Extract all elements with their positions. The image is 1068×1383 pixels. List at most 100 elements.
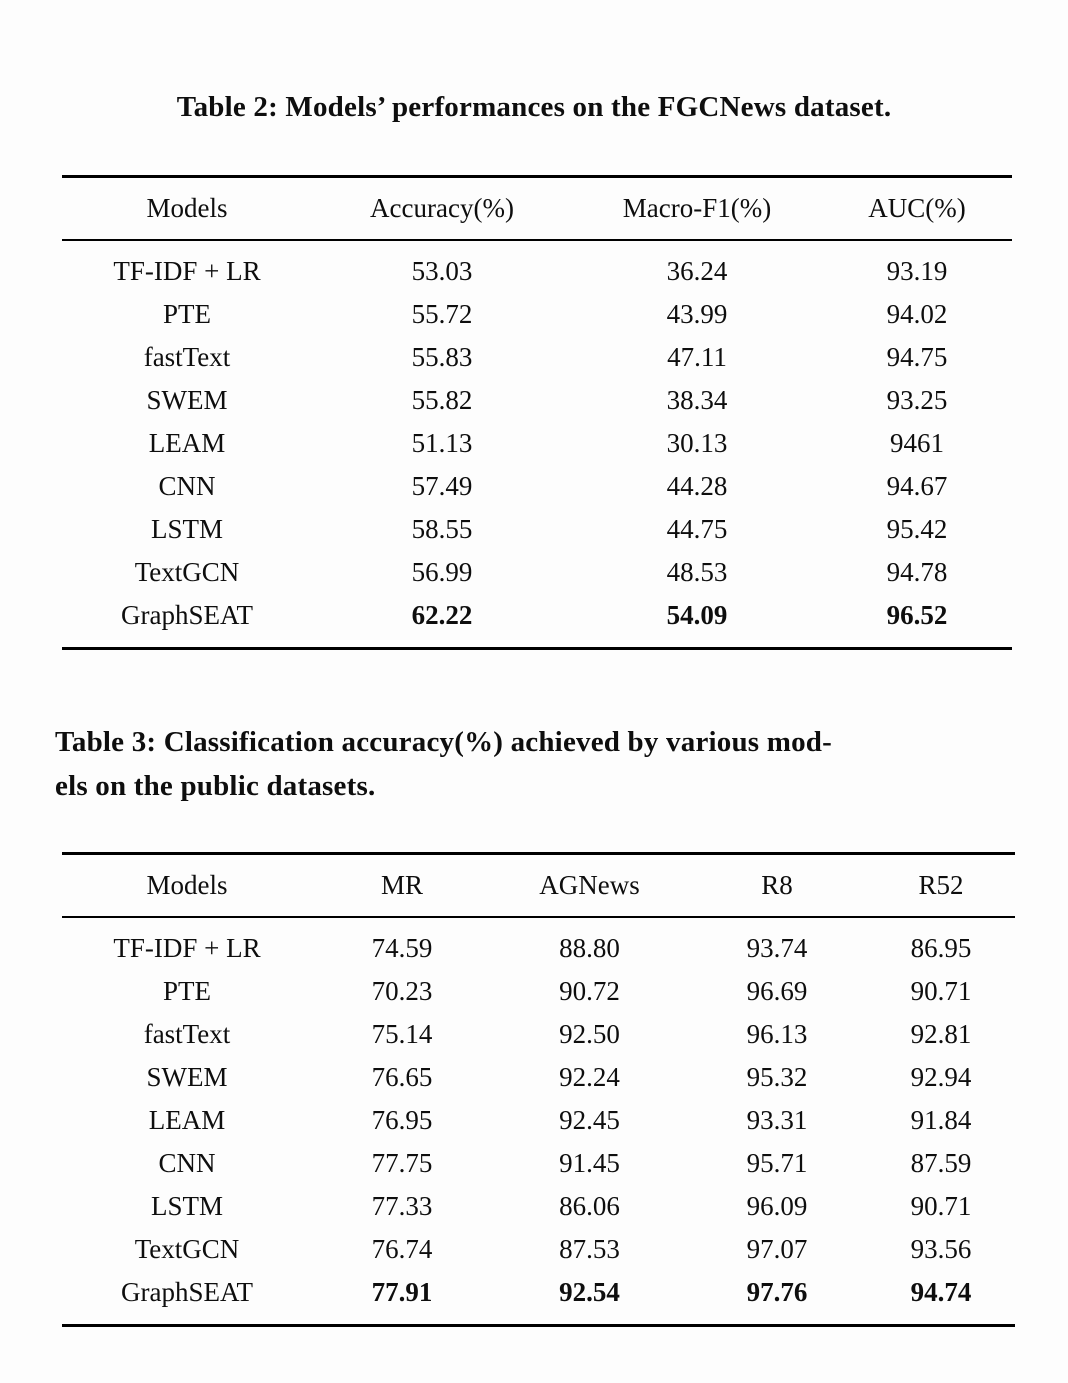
- value-cell: 92.81: [910, 1019, 972, 1049]
- value-cell: 94.67: [886, 471, 948, 501]
- column-header: AGNews: [492, 853, 687, 918]
- column-header: Accuracy(%): [312, 176, 572, 241]
- value-cell: 96.13: [746, 1019, 808, 1049]
- value-cell: 92.24: [559, 1062, 620, 1092]
- model-name-cell: PTE: [162, 299, 211, 329]
- table-row: TextGCN 76.74 87.53 97.07 93.56: [62, 1228, 1015, 1271]
- value-cell: 54.09: [666, 600, 728, 630]
- value-cell: 88.80: [559, 933, 620, 963]
- value-cell: 95.71: [746, 1148, 808, 1178]
- table-row: SWEM 76.65 92.24 95.32 92.94: [62, 1056, 1015, 1099]
- model-name-cell: SWEM: [146, 1062, 228, 1092]
- value-cell: 76.95: [371, 1105, 433, 1135]
- model-name-cell: GraphSEAT: [121, 1277, 253, 1307]
- value-cell: 92.94: [910, 1062, 972, 1092]
- table2-header-row: Models Accuracy(%) Macro-F1(%) AUC(%): [62, 176, 1012, 241]
- table2: Models Accuracy(%) Macro-F1(%) AUC(%) TF-ID…: [62, 175, 1012, 650]
- value-cell: 77.75: [371, 1148, 433, 1178]
- value-cell: 76.65: [371, 1062, 433, 1092]
- value-cell: 76.74: [371, 1234, 433, 1264]
- table3-caption-line2: els on the public datasets.: [55, 770, 376, 802]
- value-cell: 38.34: [666, 385, 728, 415]
- value-cell: 94.78: [886, 557, 948, 587]
- table-row: SWEM 55.82 38.34 93.25: [62, 379, 1012, 422]
- value-cell: 58.55: [411, 514, 473, 544]
- value-cell: 92.45: [559, 1105, 620, 1135]
- model-name-cell: TF-IDF + LR: [113, 256, 261, 286]
- value-cell: 70.23: [371, 976, 433, 1006]
- value-cell: 94.75: [886, 342, 948, 372]
- model-name-cell: LEAM: [148, 1105, 226, 1135]
- value-cell: 86.95: [910, 933, 972, 963]
- model-name-cell: LEAM: [148, 428, 226, 458]
- table3-body: TF-IDF + LR 74.59 88.80 93.74 86.95 PTE 70.23 9…: [62, 917, 1015, 1326]
- table-row: CNN 57.49 44.28 94.67: [62, 465, 1012, 508]
- value-cell: 55.82: [411, 385, 473, 415]
- value-cell: 55.72: [411, 299, 473, 329]
- value-cell: 9461: [890, 428, 944, 458]
- column-header: Macro-F1(%): [572, 176, 822, 241]
- value-cell: 96.09: [746, 1191, 808, 1221]
- value-cell: 77.91: [371, 1277, 433, 1307]
- table3-caption-line1: Table 3: Classification accuracy(%) achi…: [55, 726, 832, 758]
- value-cell: 97.07: [746, 1234, 808, 1264]
- value-cell: 55.83: [411, 342, 473, 372]
- column-header: R52: [867, 853, 1015, 918]
- column-header: MR: [312, 853, 492, 918]
- table-row: LSTM 58.55 44.75 95.42: [62, 508, 1012, 551]
- value-cell: 95.42: [886, 514, 948, 544]
- model-name-cell: TextGCN: [134, 1234, 240, 1264]
- model-name-cell: TF-IDF + LR: [113, 933, 261, 963]
- model-name-cell: CNN: [158, 471, 216, 501]
- table-row: LSTM 77.33 86.06 96.09 90.71: [62, 1185, 1015, 1228]
- column-header: Models: [62, 853, 312, 918]
- value-cell: 53.03: [411, 256, 473, 286]
- value-cell: 75.14: [371, 1019, 433, 1049]
- model-name-cell: PTE: [162, 976, 211, 1006]
- value-cell: 96.69: [746, 976, 808, 1006]
- value-cell: 30.13: [666, 428, 728, 458]
- value-cell: 86.06: [559, 1191, 620, 1221]
- value-cell: 48.53: [666, 557, 728, 587]
- table3: Models MR AGNews R8 R52 TF-IDF + LR 74.59 88.8…: [62, 852, 1015, 1327]
- model-name-cell: LSTM: [150, 514, 223, 544]
- value-cell: 90.72: [559, 976, 620, 1006]
- value-cell: 57.49: [411, 471, 473, 501]
- value-cell: 92.54: [559, 1277, 620, 1307]
- value-cell: 92.50: [559, 1019, 620, 1049]
- table-row: GraphSEAT 77.91 92.54 97.76 94.74: [62, 1271, 1015, 1326]
- column-header: AUC(%): [822, 176, 1012, 241]
- table-row: fastText 75.14 92.50 96.13 92.81: [62, 1013, 1015, 1056]
- table3-caption: Table 3: Classification accuracy(%) achi…: [55, 720, 1038, 808]
- value-cell: 93.56: [910, 1234, 972, 1264]
- table2-caption: Table 2: Models’ performances on the FGC…: [176, 91, 892, 123]
- table-row: GraphSEAT 62.22 54.09 96.52: [62, 594, 1012, 649]
- model-name-cell: fastText: [143, 1019, 231, 1049]
- model-name-cell: TextGCN: [134, 557, 240, 587]
- value-cell: 93.31: [746, 1105, 808, 1135]
- model-name-cell: CNN: [158, 1148, 216, 1178]
- model-name-cell: LSTM: [150, 1191, 223, 1221]
- value-cell: 47.11: [667, 342, 727, 372]
- table-row: PTE 70.23 90.72 96.69 90.71: [62, 970, 1015, 1013]
- value-cell: 95.32: [746, 1062, 808, 1092]
- model-name-cell: GraphSEAT: [121, 600, 253, 630]
- table-row: TF-IDF + LR 74.59 88.80 93.74 86.95: [62, 917, 1015, 970]
- value-cell: 51.13: [411, 428, 473, 458]
- value-cell: 96.52: [886, 600, 948, 630]
- column-header: R8: [687, 853, 867, 918]
- value-cell: 91.84: [910, 1105, 972, 1135]
- table2-body: TF-IDF + LR 53.03 36.24 93.19 PTE 55.72 43.99 9…: [62, 240, 1012, 649]
- value-cell: 44.28: [666, 471, 728, 501]
- table-row: TextGCN 56.99 48.53 94.78: [62, 551, 1012, 594]
- table-row: PTE 55.72 43.99 94.02: [62, 293, 1012, 336]
- value-cell: 91.45: [559, 1148, 620, 1178]
- value-cell: 94.02: [886, 299, 948, 329]
- value-cell: 36.24: [666, 256, 728, 286]
- table-row: fastText 55.83 47.11 94.75: [62, 336, 1012, 379]
- table-row: LEAM 51.13 30.13 9461: [62, 422, 1012, 465]
- table-row: CNN 77.75 91.45 95.71 87.59: [62, 1142, 1015, 1185]
- value-cell: 93.19: [886, 256, 948, 286]
- value-cell: 56.99: [411, 557, 473, 587]
